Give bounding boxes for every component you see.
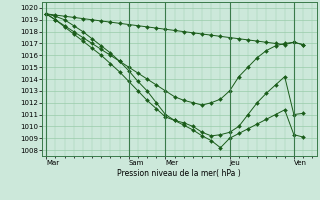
X-axis label: Pression niveau de la mer( hPa ): Pression niveau de la mer( hPa ) — [117, 169, 241, 178]
